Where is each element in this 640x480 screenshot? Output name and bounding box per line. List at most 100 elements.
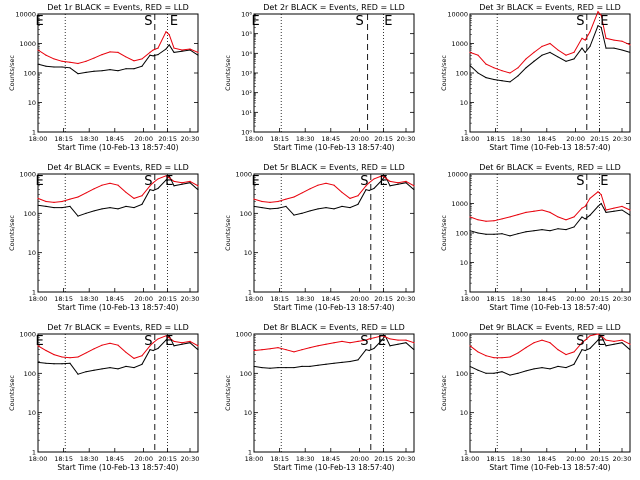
lld-point (173, 180, 175, 182)
lld-point (525, 211, 527, 213)
y-tick-label: 10¹ (241, 109, 252, 117)
lld-point (584, 339, 586, 341)
y-tick-label: 10 (460, 99, 468, 107)
lld-point (581, 342, 583, 344)
lld-point (557, 216, 559, 218)
events-point (317, 364, 319, 366)
x-axis-label: Start Time (10-Feb-13 18:57:40) (273, 463, 394, 472)
events-point (261, 206, 263, 209)
lld-point (37, 197, 39, 199)
event-marker-letter: E (384, 14, 392, 29)
event-marker-letter: S (144, 174, 152, 189)
x-axis-label: Start Time (10-Feb-13 18:57:40) (489, 463, 610, 472)
lld-point (85, 60, 87, 62)
x-tick-label: 18:00 (245, 455, 264, 463)
events-point (45, 205, 47, 208)
panel-title: Det 9r BLACK = Events, RED = LLD (479, 323, 621, 332)
events-point (181, 50, 183, 52)
events-point (549, 368, 551, 370)
events-point (613, 210, 615, 212)
events-point (117, 208, 119, 210)
x-tick-label: 18:15 (54, 295, 73, 303)
events-point (133, 366, 135, 369)
lld-point (117, 184, 119, 186)
events-point (101, 70, 103, 72)
events-point (381, 179, 383, 181)
x-tick-label: 18:45 (537, 295, 556, 303)
lld-point (77, 196, 79, 198)
events-point (173, 345, 175, 347)
y-axis-label: Counts/sec (224, 55, 232, 91)
lld-point (37, 345, 39, 347)
lld-point (133, 357, 135, 359)
panel-det-5r: Det 5r BLACK = Events, RED = LLD 1 10 100 10… (224, 163, 415, 312)
lld-point (485, 355, 487, 357)
events-point (557, 365, 559, 368)
lld-point (533, 342, 535, 344)
lld-point (133, 197, 135, 199)
events-point (253, 365, 255, 368)
lld-point (317, 345, 319, 347)
x-tick-label: 20:30 (397, 295, 416, 303)
lld-point (557, 49, 559, 51)
events-point (629, 51, 631, 53)
lld-point (61, 60, 63, 62)
events-point (37, 361, 39, 363)
events-point (573, 58, 575, 60)
events-point (557, 228, 559, 230)
lld-point (197, 51, 199, 53)
event-marker-letter: E (597, 334, 605, 349)
events-point (589, 214, 591, 216)
events-point (109, 69, 111, 71)
events-point (309, 365, 311, 368)
x-tick-label: 18:00 (461, 455, 480, 463)
lld-point (501, 357, 503, 359)
x-axis-label: Start Time (10-Feb-13 18:57:40) (57, 143, 178, 152)
events-point (589, 347, 591, 350)
lld-point (533, 51, 535, 53)
panel-title: Det 8r BLACK = Events, RED = LLD (263, 323, 405, 332)
x-axis-label: Start Time (10-Feb-13 18:57:40) (489, 303, 610, 312)
lld-point (368, 338, 370, 340)
x-tick-label: 20:00 (566, 295, 585, 303)
x-tick-label: 20:15 (590, 135, 609, 143)
x-tick-label: 20:30 (181, 455, 200, 463)
lld-point (101, 54, 103, 56)
lld-point (325, 343, 327, 345)
y-tick-label: 10 (244, 249, 252, 257)
lld-point (485, 63, 487, 65)
x-tick-label: 18:30 (296, 135, 315, 143)
event-marker-letter: E (165, 334, 173, 349)
y-axis-label: Counts/sec (224, 375, 232, 411)
events-point (405, 342, 407, 344)
events-point (341, 361, 343, 363)
lld-point (549, 42, 551, 45)
lld-point (157, 338, 159, 340)
panel-title: Det 3r BLACK = Events, RED = LLD (479, 3, 621, 12)
lld-point (325, 182, 327, 184)
x-tick-label: 18:30 (296, 455, 315, 463)
lld-point (109, 182, 111, 184)
lld-point (384, 177, 386, 179)
lld-point (165, 335, 167, 337)
lld-point (389, 338, 391, 340)
events-point (157, 347, 159, 350)
plot-frame (37, 333, 199, 453)
x-tick-label: 20:30 (181, 135, 200, 143)
x-tick-label: 20:15 (158, 455, 177, 463)
lld-point (181, 342, 183, 344)
events-point (365, 349, 367, 351)
lld-point (181, 182, 183, 184)
lld-point (621, 205, 623, 207)
lld-point (333, 184, 335, 186)
events-point (600, 202, 602, 205)
plot-frame (253, 13, 415, 133)
panel-det-9r: Det 9r BLACK = Events, RED = LLD 1 10 100 10… (440, 323, 631, 472)
events-point (517, 233, 519, 235)
events-point (605, 211, 607, 213)
lld-point (189, 180, 191, 182)
y-tick-label: 10 (28, 249, 36, 257)
events-point (541, 366, 543, 369)
lld-point (373, 178, 375, 180)
events-point (368, 189, 370, 192)
